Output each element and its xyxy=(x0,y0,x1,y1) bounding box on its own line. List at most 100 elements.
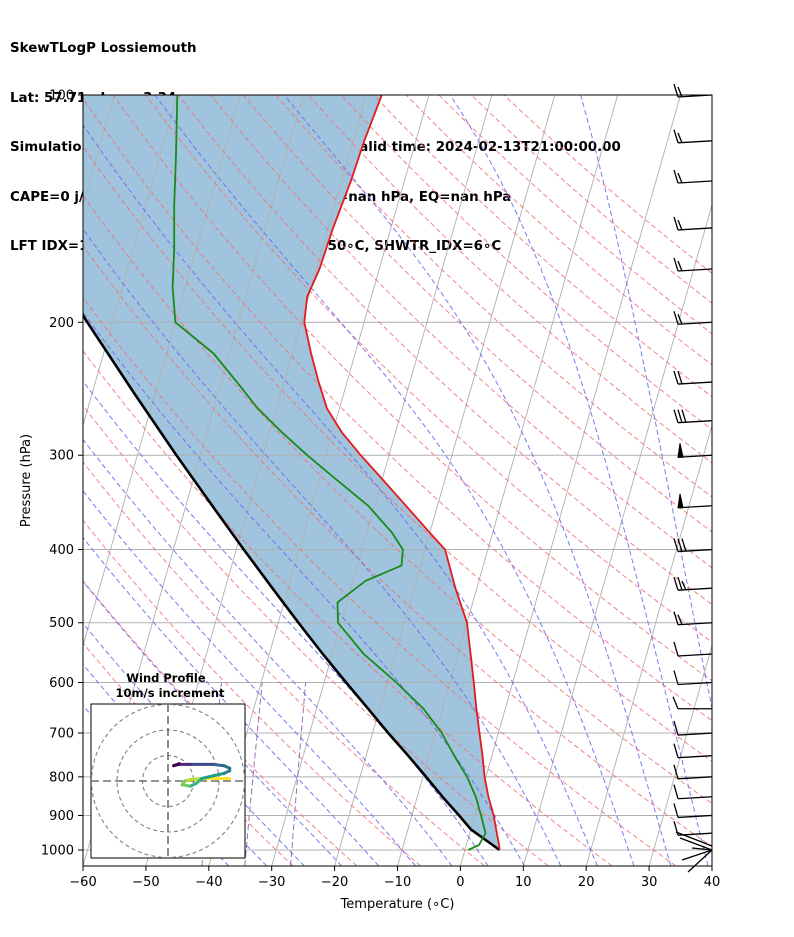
dry-adiabat-line xyxy=(340,95,712,431)
wind-barb-stroke xyxy=(677,538,683,552)
wind-barb-stroke xyxy=(677,314,683,325)
wind-barb-stroke xyxy=(687,849,713,873)
moist-adiabat-line xyxy=(83,123,598,866)
dry-adiabat-line xyxy=(83,296,677,866)
y-tick-label: 400 xyxy=(49,543,74,558)
y-axis-label: Pressure (hPa) xyxy=(19,434,34,527)
wind-barb-stroke xyxy=(677,796,713,800)
y-tick-label: 600 xyxy=(49,676,74,691)
inset-trace-segment xyxy=(200,774,215,780)
moist-adiabat-line xyxy=(283,95,672,866)
wind-barb-stroke xyxy=(677,755,713,759)
dry-adiabat-line xyxy=(242,95,712,533)
x-tick-label: −60 xyxy=(69,875,96,890)
wind-barb xyxy=(673,821,713,836)
mixing-ratio-line xyxy=(290,682,307,866)
wind-barb-stroke xyxy=(677,814,713,819)
wind-barb xyxy=(673,538,713,553)
wind-barb-stroke xyxy=(677,420,713,424)
moist-adiabat-line xyxy=(83,622,305,866)
y-tick-label: 1000 xyxy=(41,844,74,859)
wind-barb xyxy=(673,216,713,231)
wind-barb-pennant xyxy=(677,443,684,458)
isotherm-line xyxy=(522,203,712,866)
wind-barb-stroke xyxy=(677,132,683,144)
x-tick-label: −20 xyxy=(321,875,348,890)
dewpoint-profile xyxy=(171,95,487,851)
x-tick-label: 0 xyxy=(456,875,464,890)
wind-barb-stroke xyxy=(673,257,679,272)
moist-adiabat-line xyxy=(83,580,343,866)
wind-barb xyxy=(673,611,713,626)
wind-barb xyxy=(673,720,713,736)
wind-barb-stroke xyxy=(691,847,713,851)
inset-subtitle: 10m/s increment xyxy=(116,686,225,700)
wind-barb-stroke xyxy=(677,227,713,231)
wind-barb xyxy=(673,803,713,819)
moist-adiabat-line xyxy=(83,663,268,866)
wind-barb xyxy=(677,443,713,458)
mixing-ratio-line xyxy=(244,682,263,866)
wind-barb-stroke xyxy=(677,732,713,736)
isotherm-line xyxy=(83,95,241,648)
wind-barb-stroke xyxy=(673,720,679,736)
wind-barb-stroke xyxy=(677,832,713,836)
wind-barb-stroke xyxy=(677,576,683,591)
wind-barb-stroke xyxy=(673,370,679,385)
wind-barb-stroke xyxy=(673,670,679,685)
axes: −60 −50 −40 −30 −20 −10 0 10 20 30 40 1000 900 800 700… xyxy=(19,89,720,913)
moist-adiabat-line xyxy=(83,380,489,866)
moist-adiabat-line xyxy=(83,490,416,866)
dry-adiabat-line xyxy=(83,519,422,866)
wind-barb-pennant xyxy=(677,493,684,509)
x-tick-label: 10 xyxy=(515,875,532,890)
wind-barb-stroke xyxy=(679,837,713,851)
parcel-profile xyxy=(83,312,501,852)
wind-barb-stroke xyxy=(677,381,713,385)
moist-adiabat-line xyxy=(83,228,562,866)
dry-adiabat-line xyxy=(145,95,712,643)
isotherm-line xyxy=(334,95,556,866)
inset-trace-segment xyxy=(211,771,226,778)
isotherm-line xyxy=(83,95,178,428)
dry-adiabat-line xyxy=(177,95,712,606)
x-tick-label: 40 xyxy=(704,875,721,890)
dry-adiabat-line xyxy=(210,95,712,569)
wind-barb-stroke xyxy=(681,580,687,591)
wind-barb-stroke xyxy=(673,743,679,758)
wind-barb-stroke xyxy=(673,764,679,780)
isotherm-line xyxy=(459,95,681,866)
wind-barb-stroke xyxy=(673,538,679,552)
y-tick-label: 100 xyxy=(49,89,74,104)
isotherm-line xyxy=(585,423,712,866)
isotherm-line xyxy=(271,95,493,866)
wind-barb-stroke xyxy=(677,260,683,272)
dry-adiabat-line xyxy=(83,461,485,866)
dry-adiabat-line xyxy=(438,95,712,335)
moist-adiabat-line xyxy=(449,95,709,866)
wind-barb-stroke xyxy=(673,803,679,818)
wind-barb xyxy=(673,784,713,800)
wind-barb-stroke xyxy=(677,505,713,509)
wind-barb xyxy=(673,169,713,184)
x-axis-label: Temperature (∘C) xyxy=(340,897,455,912)
wind-barb-stroke xyxy=(673,216,679,231)
y-tick-label: 200 xyxy=(49,316,74,331)
inset-trace-segment xyxy=(211,762,226,768)
wind-barb xyxy=(673,257,713,272)
x-tick-label: 20 xyxy=(578,875,595,890)
profile-curves xyxy=(83,95,501,852)
wind-barb-stroke xyxy=(677,622,713,626)
inset-trace-segment xyxy=(172,762,181,768)
moist-adiabat-line xyxy=(83,438,453,866)
wind-barb-stroke xyxy=(673,641,679,657)
temperature-profile xyxy=(303,95,501,851)
wind-barb-stroke xyxy=(673,409,679,423)
chart-title: SkewTLogP Lossiemouth xyxy=(10,41,197,56)
dry-adiabat-line xyxy=(83,642,294,866)
wind-barb xyxy=(673,670,713,686)
wind-barb-stroke xyxy=(673,784,679,799)
dry-adiabat-line xyxy=(83,245,712,848)
x-tick-label: −10 xyxy=(384,875,411,890)
